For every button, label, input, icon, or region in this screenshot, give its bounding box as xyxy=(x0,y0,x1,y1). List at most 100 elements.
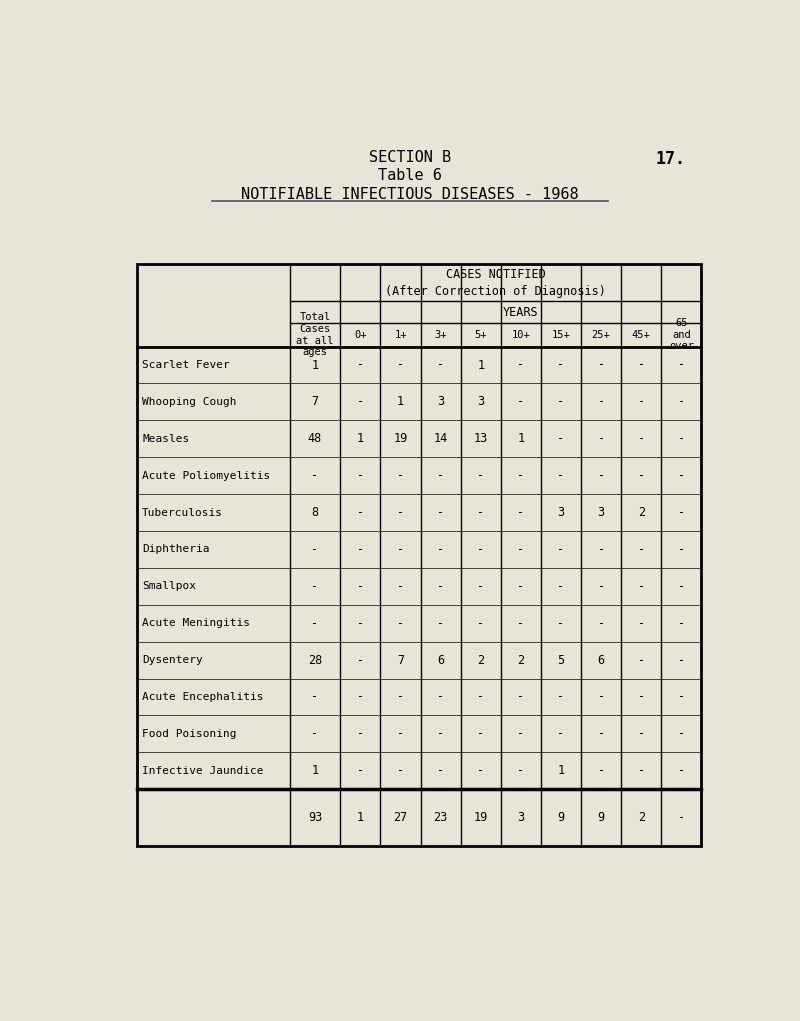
Text: 1: 1 xyxy=(518,432,525,445)
Text: 1: 1 xyxy=(357,811,364,824)
Text: -: - xyxy=(437,506,444,519)
Text: 1: 1 xyxy=(311,765,318,777)
Text: 9: 9 xyxy=(598,811,605,824)
Text: -: - xyxy=(437,690,444,703)
Text: -: - xyxy=(598,765,605,777)
Text: 1: 1 xyxy=(558,765,565,777)
Text: 2: 2 xyxy=(638,811,645,824)
Text: NOTIFIABLE INFECTIOUS DISEASES - 1968: NOTIFIABLE INFECTIOUS DISEASES - 1968 xyxy=(241,187,579,202)
Text: -: - xyxy=(518,395,525,408)
Text: 1+: 1+ xyxy=(394,330,406,340)
Text: -: - xyxy=(678,432,685,445)
Text: 45+: 45+ xyxy=(632,330,650,340)
Text: -: - xyxy=(437,765,444,777)
Text: -: - xyxy=(598,470,605,482)
Text: 9: 9 xyxy=(558,811,565,824)
Text: 1: 1 xyxy=(357,432,364,445)
Text: -: - xyxy=(357,358,364,372)
Text: 27: 27 xyxy=(394,811,408,824)
Text: 0+: 0+ xyxy=(354,330,366,340)
Text: -: - xyxy=(638,395,645,408)
Text: 1: 1 xyxy=(397,395,404,408)
Text: -: - xyxy=(518,543,525,556)
Text: -: - xyxy=(437,470,444,482)
Text: 3+: 3+ xyxy=(434,330,447,340)
Text: -: - xyxy=(558,690,565,703)
Text: 65
and
over: 65 and over xyxy=(669,319,694,351)
Text: SECTION B: SECTION B xyxy=(369,150,451,165)
Text: Acute Encephalitis: Acute Encephalitis xyxy=(142,692,264,702)
Text: CASES NOTIFIED
(After Correction of Diagnosis): CASES NOTIFIED (After Correction of Diag… xyxy=(385,268,606,297)
Text: -: - xyxy=(638,727,645,740)
Text: -: - xyxy=(518,580,525,593)
Text: Whooping Cough: Whooping Cough xyxy=(142,397,237,407)
Text: Total
Cases
at all
ages: Total Cases at all ages xyxy=(296,312,334,357)
Text: -: - xyxy=(437,727,444,740)
Text: -: - xyxy=(357,543,364,556)
Text: -: - xyxy=(598,727,605,740)
Text: 19: 19 xyxy=(474,811,488,824)
Text: -: - xyxy=(437,580,444,593)
Text: 3: 3 xyxy=(558,506,565,519)
Text: -: - xyxy=(638,765,645,777)
Text: -: - xyxy=(477,765,484,777)
Text: -: - xyxy=(518,358,525,372)
Text: -: - xyxy=(357,690,364,703)
Text: -: - xyxy=(311,543,318,556)
Text: -: - xyxy=(357,765,364,777)
Text: -: - xyxy=(397,690,404,703)
Text: Infective Jaundice: Infective Jaundice xyxy=(142,766,264,776)
Text: -: - xyxy=(678,765,685,777)
Text: -: - xyxy=(558,395,565,408)
Text: 28: 28 xyxy=(308,653,322,667)
Text: -: - xyxy=(397,358,404,372)
Text: 5: 5 xyxy=(558,653,565,667)
Text: -: - xyxy=(678,395,685,408)
Text: -: - xyxy=(477,506,484,519)
Text: 6: 6 xyxy=(437,653,444,667)
Text: -: - xyxy=(598,617,605,630)
Text: -: - xyxy=(598,432,605,445)
Text: 13: 13 xyxy=(474,432,488,445)
Bar xyxy=(138,264,702,845)
Text: -: - xyxy=(477,470,484,482)
Text: 6: 6 xyxy=(598,653,605,667)
Text: -: - xyxy=(518,617,525,630)
Text: Measles: Measles xyxy=(142,434,190,444)
Text: -: - xyxy=(311,470,318,482)
Text: -: - xyxy=(678,470,685,482)
Text: 19: 19 xyxy=(394,432,408,445)
Text: YEARS: YEARS xyxy=(503,305,538,319)
Text: 3: 3 xyxy=(518,811,525,824)
Text: -: - xyxy=(518,506,525,519)
Text: -: - xyxy=(598,395,605,408)
Text: -: - xyxy=(357,617,364,630)
Text: -: - xyxy=(678,811,685,824)
Text: -: - xyxy=(558,580,565,593)
Text: -: - xyxy=(397,543,404,556)
Text: Food Poisoning: Food Poisoning xyxy=(142,729,237,739)
Text: -: - xyxy=(678,617,685,630)
Text: -: - xyxy=(518,690,525,703)
Text: -: - xyxy=(598,580,605,593)
Text: 1: 1 xyxy=(477,358,484,372)
Text: Tuberculosis: Tuberculosis xyxy=(142,507,223,518)
Text: 5+: 5+ xyxy=(474,330,487,340)
Text: -: - xyxy=(397,470,404,482)
Text: -: - xyxy=(518,470,525,482)
Text: -: - xyxy=(477,617,484,630)
Text: 15+: 15+ xyxy=(552,330,570,340)
Text: -: - xyxy=(357,653,364,667)
Text: -: - xyxy=(397,765,404,777)
Text: -: - xyxy=(311,580,318,593)
Text: -: - xyxy=(558,470,565,482)
Text: -: - xyxy=(638,617,645,630)
Text: Acute Meningitis: Acute Meningitis xyxy=(142,618,250,628)
Text: -: - xyxy=(311,617,318,630)
Text: 3: 3 xyxy=(437,395,444,408)
Text: -: - xyxy=(477,727,484,740)
Text: -: - xyxy=(477,580,484,593)
Text: Smallpox: Smallpox xyxy=(142,581,196,591)
Text: -: - xyxy=(518,765,525,777)
Text: -: - xyxy=(357,506,364,519)
